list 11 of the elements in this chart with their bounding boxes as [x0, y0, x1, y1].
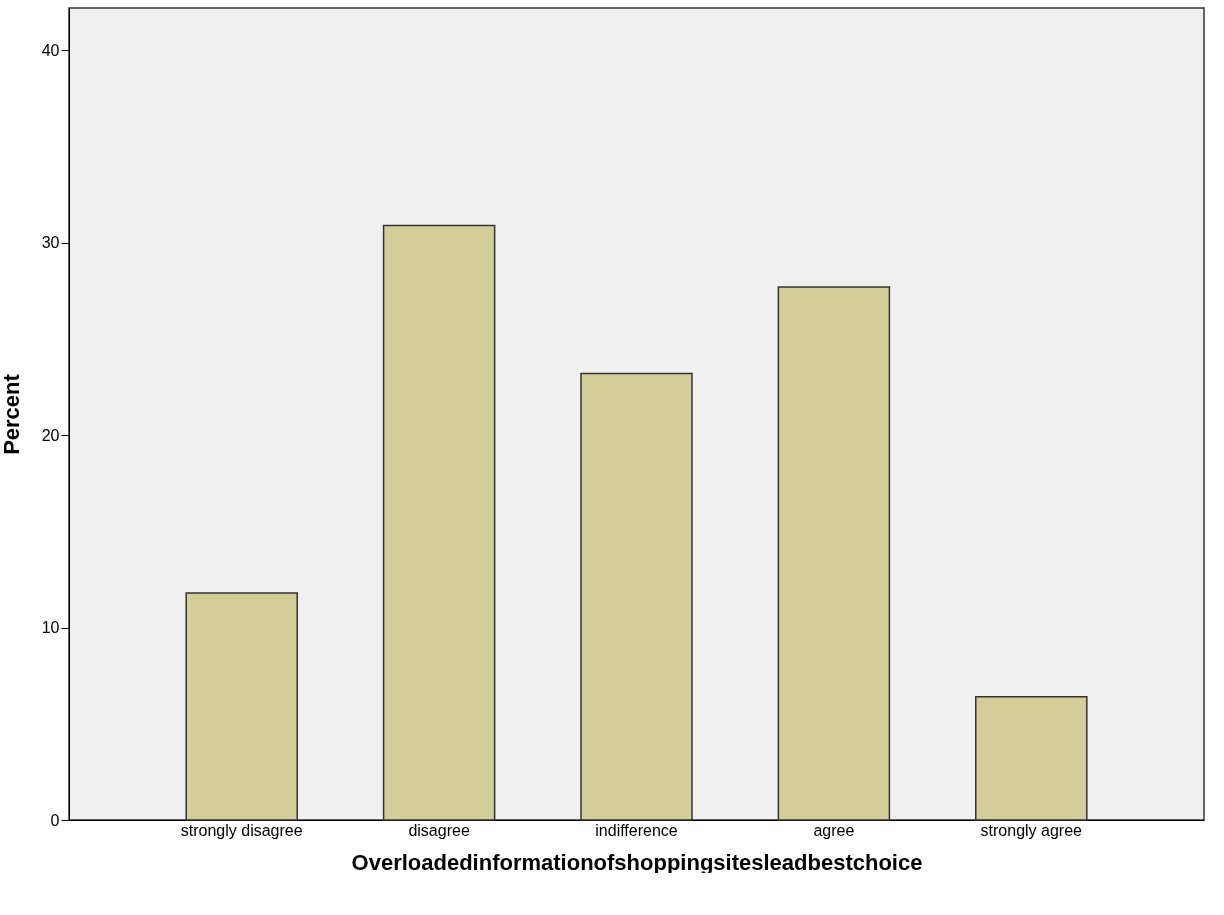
y-tick-label: 40 — [41, 41, 60, 59]
y-tick-label: 20 — [41, 426, 60, 444]
y-tick-label: 10 — [41, 619, 60, 637]
x-tick-label: disagree — [408, 821, 470, 839]
x-tick-label: strongly disagree — [180, 821, 303, 839]
x-tick-label: agree — [813, 821, 855, 839]
x-tick-label: indifference — [595, 821, 678, 839]
y-tick-label: 0 — [50, 811, 60, 829]
y-tick-label: 30 — [41, 234, 60, 252]
y-axis-title: Percent — [0, 373, 24, 455]
x-tick-label: strongly agree — [980, 821, 1083, 839]
